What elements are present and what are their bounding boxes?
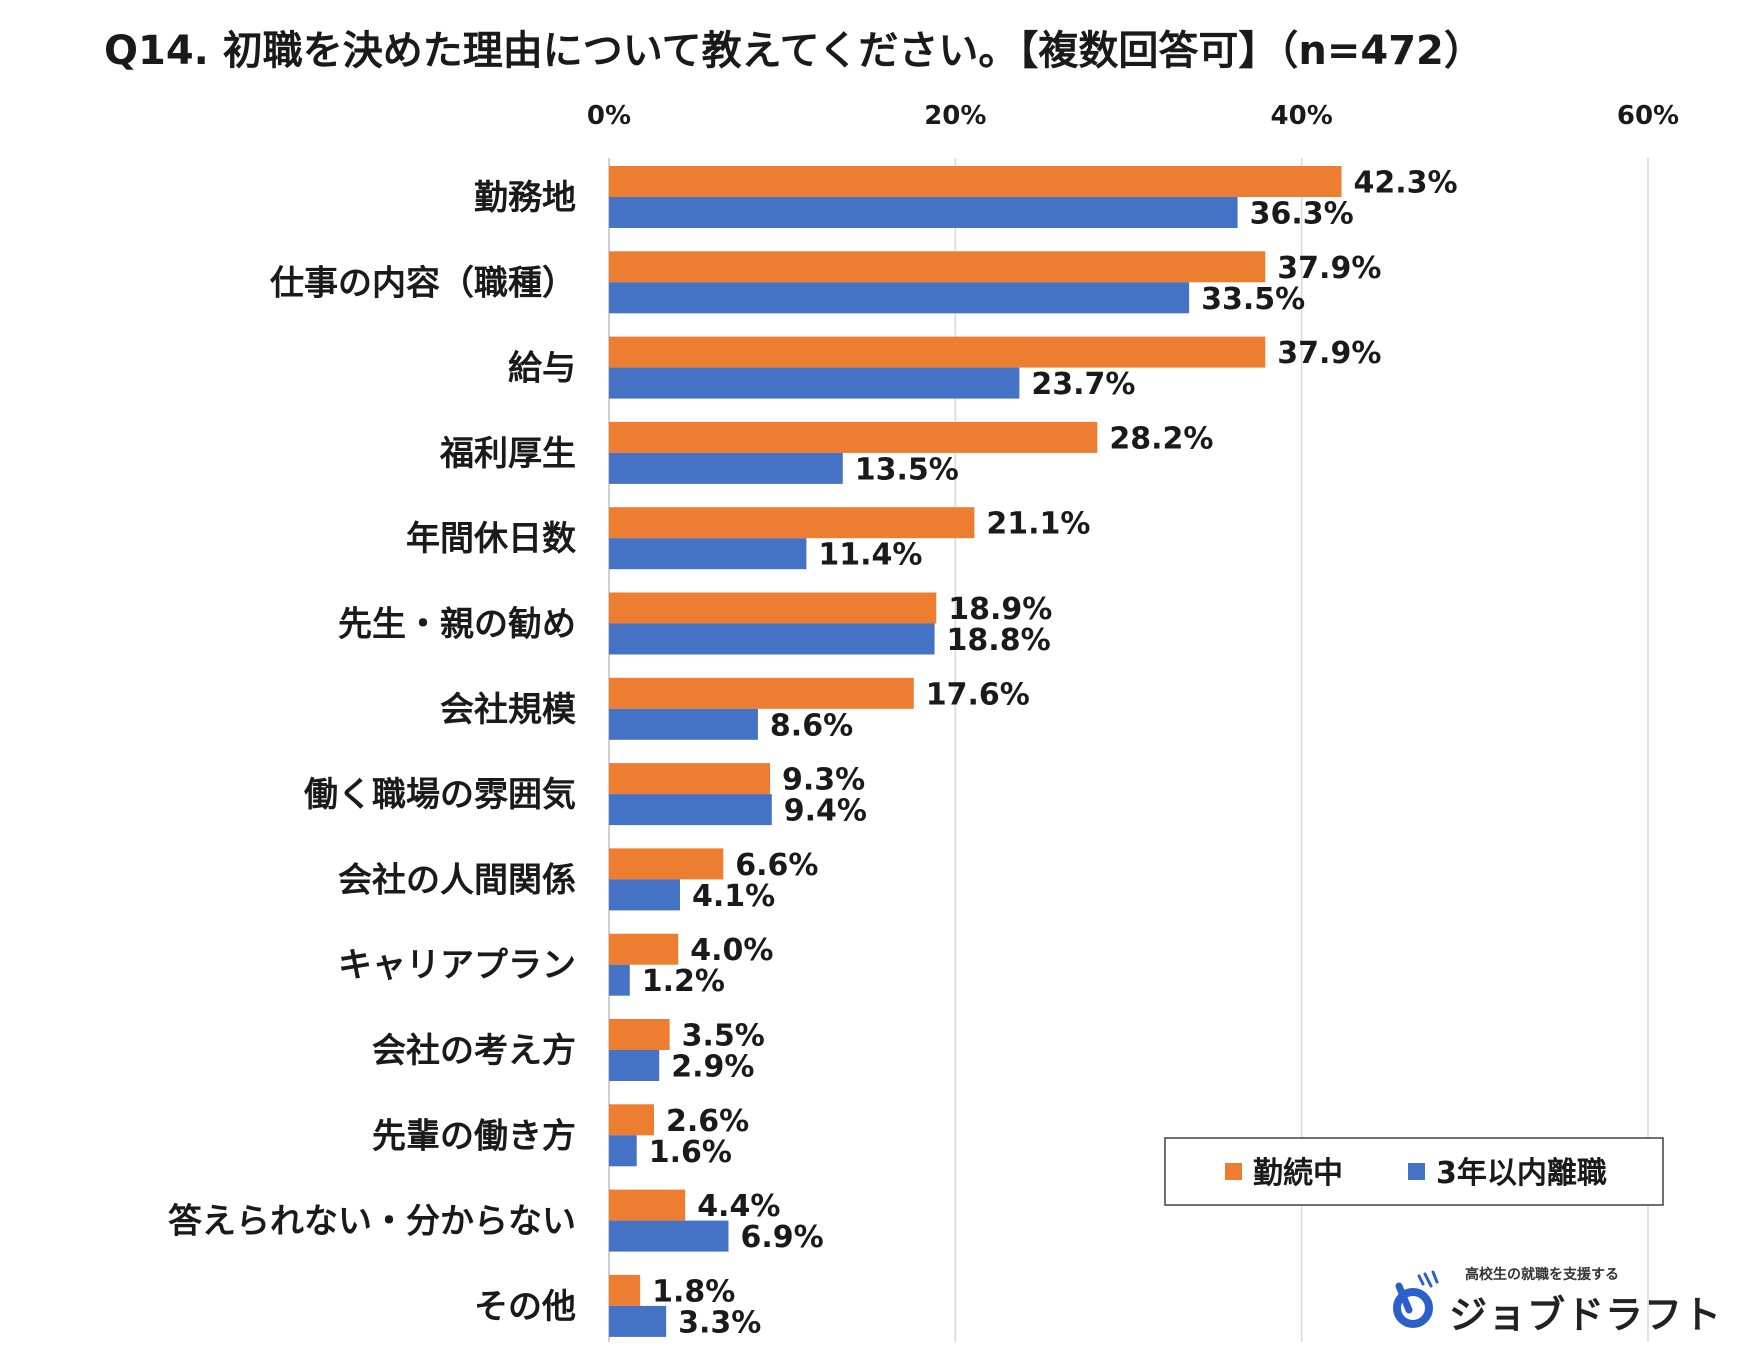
data-label: 2.9% [671,1050,754,1085]
category-label: 会社の考え方 [372,1031,576,1071]
jobdraft-logo: 高校生の就職を支援する ジョブドラフト [1385,1262,1721,1342]
bar-series1 [609,421,1098,453]
bar-series2 [609,879,680,911]
data-label: 8.6% [770,708,853,743]
bar-series2 [609,197,1238,228]
data-label: 6.9% [740,1220,823,1255]
tick-label: 0% [587,101,631,131]
bar-series1 [609,1189,686,1221]
legend-swatch-series1 [1225,1163,1242,1180]
bar-series1 [609,848,724,880]
category-label: 会社の人間関係 [338,860,576,900]
category-label: 勤務地 [474,178,576,218]
data-label: 21.1% [986,507,1090,542]
bar-series1 [609,1104,655,1136]
data-label: 4.4% [697,1189,780,1224]
legend-label-series2: 3年以内離職 [1436,1156,1607,1191]
legend: 勤続中 3年以内離職 [1164,1137,1664,1206]
bar-series1 [609,763,771,795]
bar-series1 [609,1274,641,1306]
logo-tagline: 高校生の就職を支援する [1465,1267,1619,1283]
bar-series1 [609,592,937,624]
data-label: 17.6% [926,677,1030,712]
legend-swatch-series2 [1408,1163,1425,1180]
labels: 0% 20% 40% 60%勤務地 42.3%36.3%仕事の内容（職種） 37.9%33… [168,101,1679,1340]
category-label: 給与 [508,349,576,389]
data-label: 6.6% [735,848,818,883]
data-label: 4.1% [692,879,775,914]
data-label: 36.3% [1250,197,1354,232]
bar-series1 [609,1019,670,1050]
data-label: 1.2% [642,964,725,999]
data-label: 37.9% [1277,336,1381,371]
data-label: 2.6% [666,1104,749,1139]
bar-series1 [609,336,1266,368]
tick-label: 60% [1617,101,1679,131]
data-label: 11.4% [818,538,922,573]
chart-title: Q14. 初職を決めた理由について教えてください。【複数回答可】（n=472） [104,28,1484,74]
data-label: 33.5% [1201,282,1305,317]
category-label: 働く職場の雰囲気 [304,775,576,815]
bar-series2 [609,964,630,996]
bar-series2 [609,282,1190,314]
bar-series2 [609,794,772,826]
bar-series1 [609,507,975,539]
data-label: 23.7% [1031,367,1135,402]
bar-series2 [609,1135,637,1167]
category-label: 先生・親の勧め [338,605,576,645]
data-label: 4.0% [690,933,773,968]
data-label: 1.8% [652,1274,735,1309]
data-label: 1.6% [649,1135,732,1170]
category-label: 会社規模 [440,690,576,730]
data-label: 9.4% [784,794,867,829]
category-label: 年間休日数 [406,519,576,559]
category-label: 先輩の働き方 [372,1116,576,1156]
bar-series2 [609,1305,667,1337]
data-label: 42.3% [1353,166,1457,201]
bar-series2 [609,708,758,740]
logo-mark-icon [1393,1270,1439,1328]
data-label: 18.8% [947,623,1051,658]
category-label: その他 [474,1287,576,1327]
category-label: 福利厚生 [439,434,576,474]
data-label: 3.5% [682,1019,765,1054]
data-label: 18.9% [948,592,1052,627]
bar-series2 [609,452,843,484]
bar-series2 [609,1050,660,1081]
tick-label: 40% [1271,101,1333,131]
category-label: キャリアプラン [338,946,576,986]
bar-series2 [609,623,935,655]
bar-series2 [609,1220,729,1252]
category-label: 答えられない・分からない [168,1202,576,1242]
bar-series1 [609,166,1342,197]
data-label: 28.2% [1109,421,1213,456]
tick-label: 20% [924,101,986,131]
legend-label-series1: 勤続中 [1253,1156,1343,1191]
data-label: 3.3% [678,1305,761,1340]
bar-series1 [609,677,914,709]
data-label: 37.9% [1277,251,1381,286]
data-label: 13.5% [855,452,959,487]
data-label: 9.3% [782,763,865,798]
category-label: 仕事の内容（職種） [270,263,576,303]
bar-series1 [609,251,1266,283]
bar-series2 [609,538,807,570]
logo-name: ジョブドラフト [1449,1293,1723,1337]
bars [609,166,1342,1337]
bar-series2 [609,367,1020,399]
bar-series1 [609,933,679,965]
